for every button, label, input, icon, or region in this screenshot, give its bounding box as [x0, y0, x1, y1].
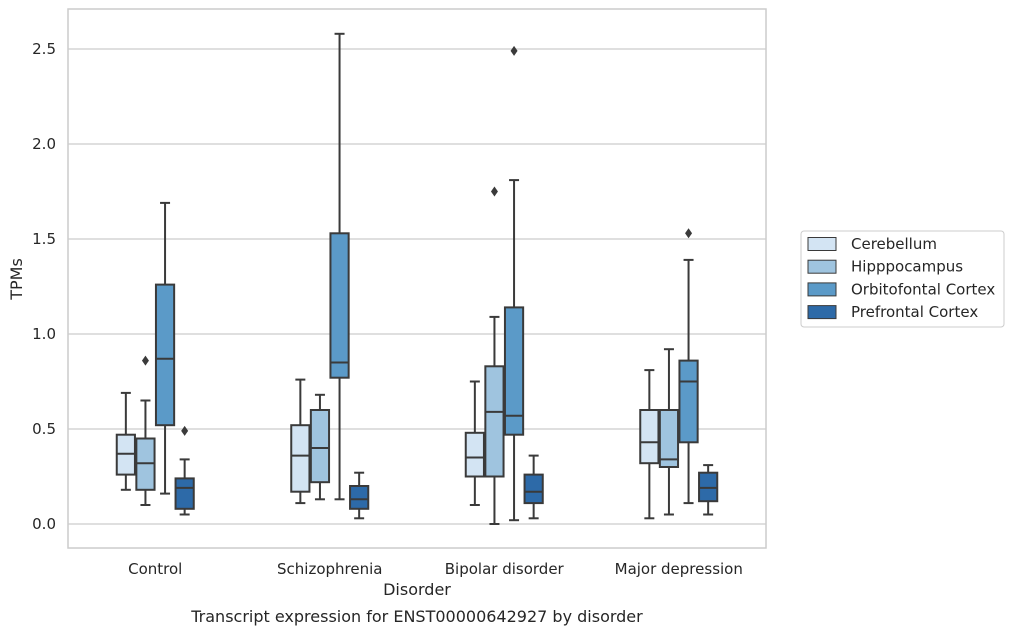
box	[290, 424, 311, 493]
box-group	[464, 380, 485, 506]
chart-caption: Transcript expression for ENST0000064292…	[190, 607, 643, 626]
legend-swatch	[807, 259, 837, 274]
series-hipppocampus	[135, 186, 680, 525]
outlier-marker	[510, 45, 518, 56]
box	[639, 409, 660, 465]
box-group	[174, 425, 195, 516]
box-group	[115, 391, 136, 491]
box	[484, 365, 505, 478]
outlier-marker	[181, 425, 189, 436]
legend-swatch	[807, 282, 837, 297]
legend-swatch	[807, 237, 837, 251]
box-group	[698, 464, 719, 516]
x-tick-label: Major depression	[615, 560, 743, 578]
y-tick-label: 2.0	[32, 135, 56, 153]
y-tick-label: 0.5	[32, 420, 56, 438]
box-group	[349, 471, 370, 520]
box-group	[678, 228, 699, 505]
box-series	[115, 32, 719, 525]
box	[503, 306, 525, 436]
series-cerebellum	[115, 369, 660, 520]
y-tick-label: 2.5	[32, 40, 56, 58]
box	[309, 409, 331, 484]
plot-frame	[67, 8, 767, 549]
y-tick-label: 0.0	[32, 515, 56, 533]
x-tick-label: Schizophrenia	[277, 560, 382, 578]
box	[349, 485, 370, 510]
box-group	[135, 355, 156, 506]
y-tick-labels: 0.0 0.5 1.0 1.5 2.0 2.5	[32, 40, 56, 533]
outlier-marker	[685, 228, 693, 239]
box	[174, 477, 195, 510]
y-axis-label: TPMs	[7, 258, 26, 301]
box	[464, 431, 485, 478]
legend-label: Cerebellum	[851, 235, 937, 253]
outlier-marker	[490, 186, 498, 197]
x-tick-label: Bipolar disorder	[445, 560, 565, 578]
box	[678, 359, 699, 444]
x-axis-label: Disorder	[383, 580, 451, 599]
box-group	[503, 45, 525, 522]
legend-frame	[800, 230, 1005, 328]
y-tick-label: 1.5	[32, 230, 56, 248]
box	[658, 409, 680, 468]
box	[329, 232, 350, 379]
legend-label: Orbitofontal Cortex	[851, 280, 995, 298]
legend-label: Hipppocampus	[851, 258, 963, 276]
box-group	[658, 348, 680, 516]
box-group	[639, 369, 660, 520]
box-group	[154, 201, 176, 495]
box	[523, 473, 544, 505]
box-group	[484, 186, 505, 525]
x-tick-label: Control	[128, 560, 182, 578]
box-group	[329, 32, 350, 501]
series-prefrontal-cortex	[174, 425, 719, 520]
legend-swatch	[807, 305, 837, 320]
y-tick-label: 1.0	[32, 325, 56, 343]
box-group	[290, 378, 311, 505]
legend-label: Prefrontal Cortex	[851, 303, 978, 321]
series-orbitofontal-cortex	[154, 32, 699, 522]
box	[154, 283, 176, 427]
box-group	[309, 393, 331, 501]
legend: Cerebellum Hipppocampus Orbitofontal Corte…	[800, 230, 1005, 328]
x-tick-labels: Control Schizophrenia Bipolar disorder Majo…	[128, 560, 743, 578]
box-group	[523, 454, 544, 520]
outlier-marker	[141, 355, 149, 366]
